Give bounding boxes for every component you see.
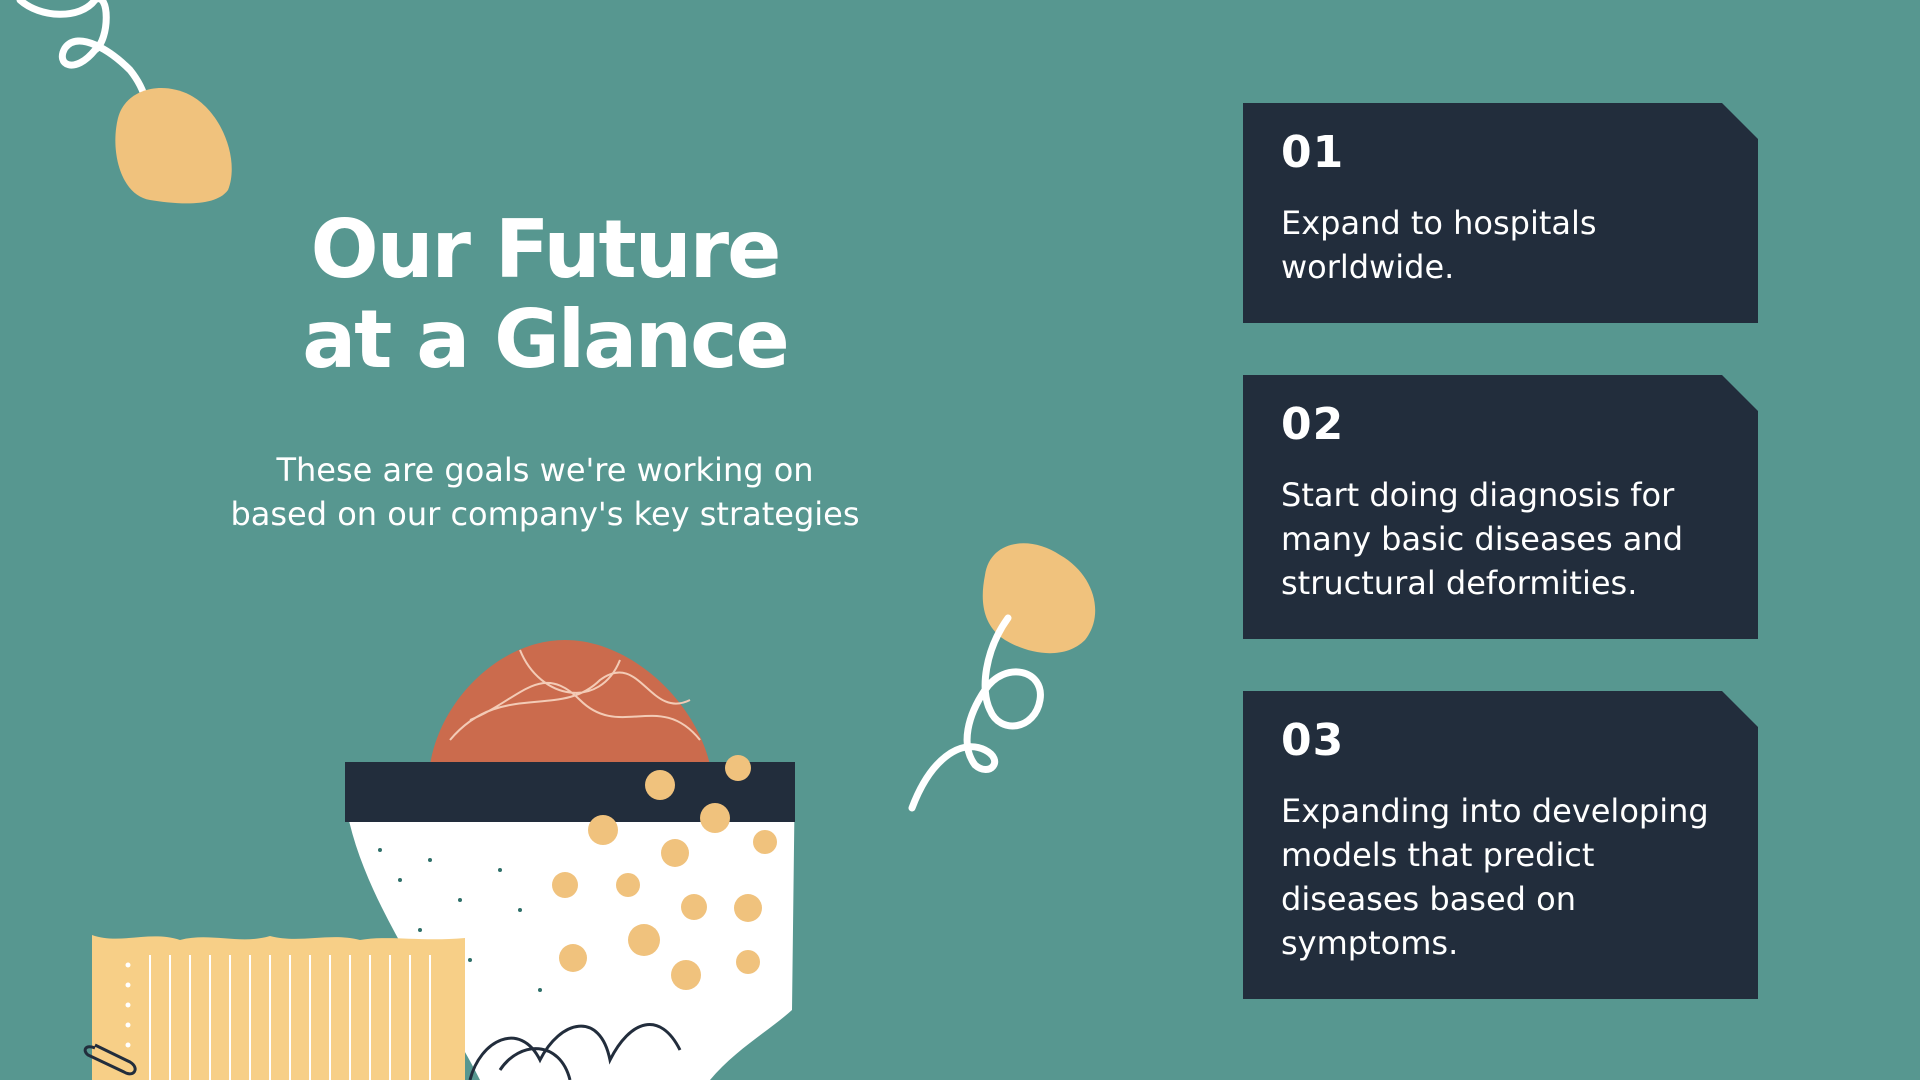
goal-text: Start doing diagnosis for many basic dis… [1281,476,1683,602]
goal-number: 03 [1281,715,1345,766]
goal-number: 02 [1281,399,1345,450]
notepad-icon [92,935,465,1080]
paperclip-icon [83,1043,137,1076]
page-title: Our Future at a Glance [225,205,865,385]
subtitle: These are goals we're working on based o… [200,448,890,536]
blob-icon [982,543,1096,654]
subtitle-line-2: based on our company's key strategies [230,495,860,533]
goal-card-3: 03 Expanding into developing models that… [1243,691,1758,999]
squiggle-icon [908,614,1044,812]
subtitle-line-1: These are goals we're working on [276,451,814,489]
goal-text: Expanding into developing models that pr… [1281,792,1709,962]
squiggle-icon [16,0,152,134]
title-line-2: at a Glance [302,293,790,386]
goal-text: Expand to hospitals worldwide. [1281,204,1597,286]
goal-card-1: 01 Expand to hospitals worldwide. [1243,103,1758,323]
blob-icon [115,88,232,204]
goal-number: 01 [1281,127,1345,178]
goal-card-2: 02 Start doing diagnosis for many basic … [1243,375,1758,639]
title-line-1: Our Future [310,203,782,296]
